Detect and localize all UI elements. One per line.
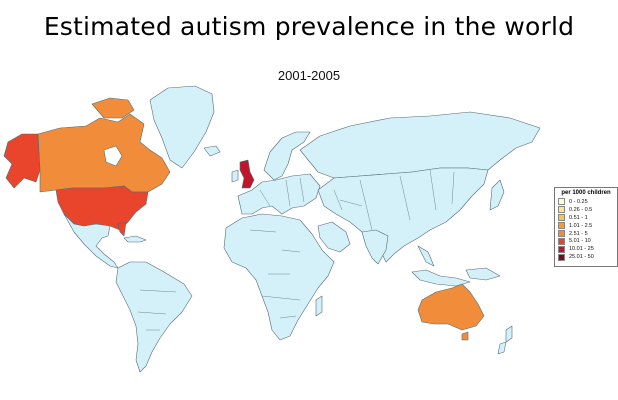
region-south-america (115, 261, 193, 373)
region-caribbean (123, 235, 147, 243)
legend-item: 25.01 - 50 (555, 253, 617, 261)
region-arabian-peninsula (317, 221, 351, 253)
legend-label: 0.26 - 0.5 (569, 206, 593, 213)
region-alaska (3, 133, 41, 189)
legend-label: 2.51 - 5 (569, 230, 588, 237)
legend-item: 1.01 - 2.5 (555, 222, 617, 230)
legend-label: 0 - 0.25 (569, 198, 588, 205)
region-arctic-islands (91, 97, 135, 119)
legend-label: 10.01 - 25 (569, 246, 594, 253)
legend-swatch (558, 230, 565, 237)
legend-item: 10.01 - 25 (555, 245, 617, 253)
region-russia (299, 111, 541, 179)
region-southeast-asia (417, 245, 435, 267)
region-australia (417, 283, 485, 331)
legend-label: 5.01 - 10 (569, 238, 591, 245)
legend-label: 25.01 - 50 (569, 254, 594, 261)
region-new-zealand (497, 325, 513, 355)
legend-swatch (558, 206, 565, 214)
region-florida (117, 221, 127, 237)
legend-swatch (558, 245, 565, 253)
region-japan (489, 179, 505, 211)
legend-item: 5.01 - 10 (555, 237, 617, 245)
legend-items: 0 - 0.25 0.26 - 0.5 0.51 - 1 1.01 - 2.5 2.51… (555, 198, 617, 261)
map-subtitle-period: 2001-2005 (277, 68, 341, 83)
legend-title: per 1000 children (561, 190, 611, 196)
legend-label: 1.01 - 2.5 (569, 222, 593, 229)
legend-item: 0.51 - 1 (555, 214, 617, 222)
region-greenland (149, 85, 215, 169)
legend-item: 2.51 - 5 (555, 230, 617, 238)
region-canada (37, 113, 171, 193)
region-scandinavia (263, 131, 311, 181)
region-mexico-central-america (63, 213, 119, 269)
country-borders (137, 169, 455, 331)
map-title: Estimated autism prevalence in the world (43, 12, 575, 41)
region-india (361, 229, 389, 265)
legend-swatch (558, 214, 565, 222)
legend-swatch (558, 198, 565, 206)
region-madagascar (315, 295, 323, 317)
water-hudson-bay (103, 145, 123, 167)
region-iceland (203, 145, 221, 157)
legend-swatch (558, 237, 565, 245)
region-indonesia (411, 269, 471, 287)
legend-item: 0 - 0.25 (555, 198, 617, 206)
region-united-kingdom (239, 159, 255, 189)
legend-swatch (558, 253, 565, 261)
region-new-guinea (465, 267, 501, 281)
map-legend: per 1000 children 0 - 0.25 0.26 - 0.5 0.51… (554, 187, 618, 267)
region-ireland (231, 169, 239, 183)
legend-label: 0.51 - 1 (569, 214, 588, 221)
region-tasmania (461, 331, 469, 341)
legend-swatch (558, 222, 565, 230)
region-europe (237, 173, 321, 215)
region-africa (223, 213, 335, 341)
legend-item: 0.26 - 0.5 (555, 206, 617, 214)
region-asia (317, 167, 489, 263)
